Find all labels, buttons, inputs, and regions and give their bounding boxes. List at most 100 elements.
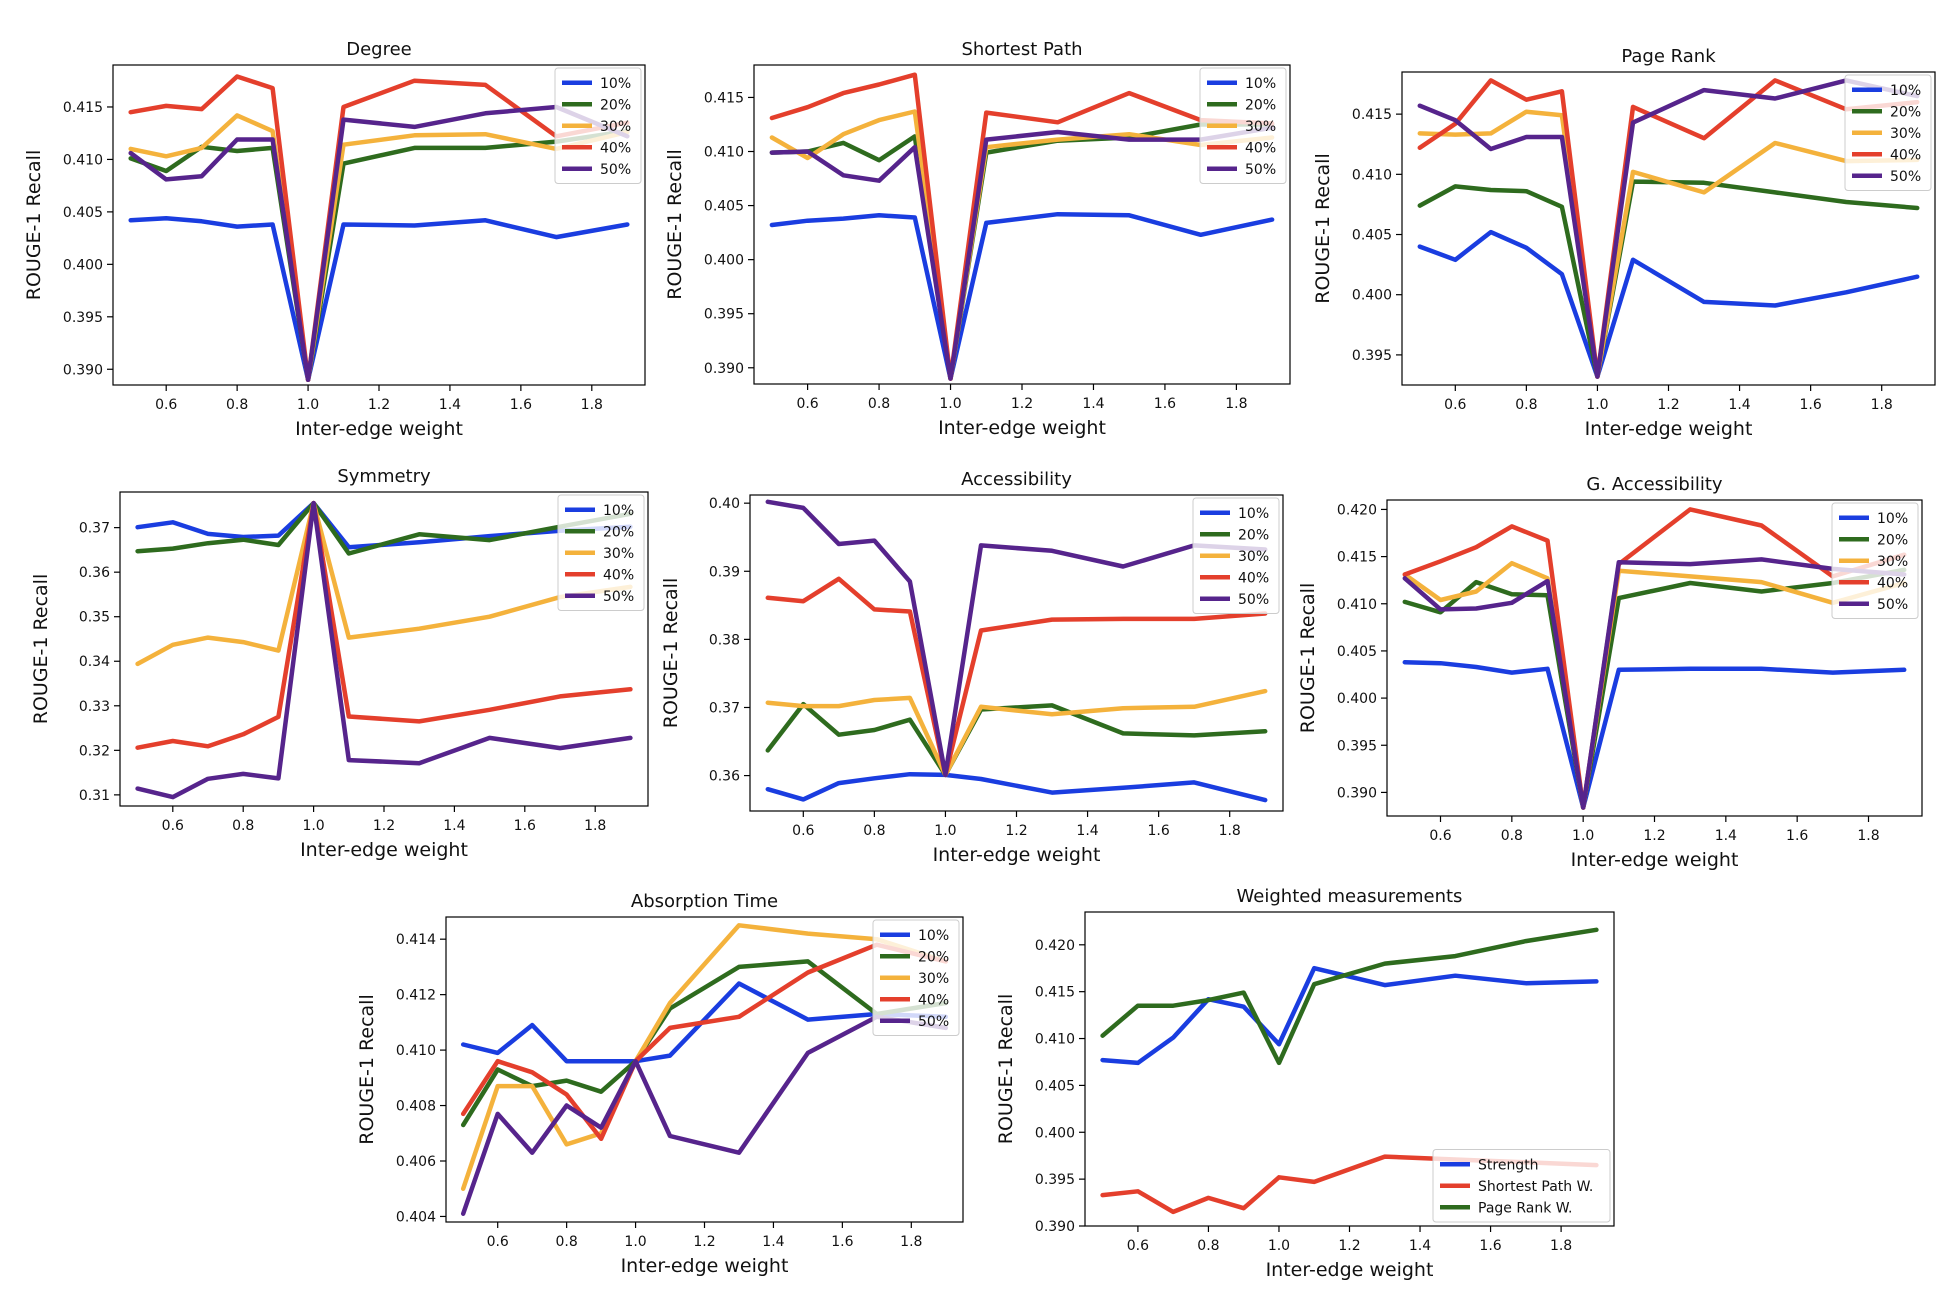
y-tick-label: 0.400 — [63, 257, 103, 273]
x-tick-label: 1.6 — [1148, 823, 1170, 839]
series-line-10- — [769, 211, 1275, 381]
y-tick-label: 0.408 — [396, 1099, 436, 1115]
chart-degree: Degree 0.6 0.8 1.0 1.2 1.4 1.6 1.8 0.390 0.395 0.4… — [23, 39, 646, 440]
y-tick-label: 0.38 — [709, 632, 740, 648]
series-line-40- — [769, 72, 1275, 381]
series-line-20- — [769, 122, 1275, 381]
y-tick-label: 0.390 — [704, 361, 744, 377]
x-axis-label: Inter-edge weight — [1585, 418, 1753, 440]
legend-label: 10% — [918, 928, 949, 944]
legend-box — [554, 67, 642, 184]
chart-accessibility: Accessibility 0.6 0.8 1.0 1.2 1.4 1.6 1.8 0.36 0.… — [660, 469, 1284, 866]
x-tick-label: 0.6 — [796, 396, 818, 412]
chart-weighted-measurements: Weighted measurements 0.6 0.8 1.0 1.2 1.4 1.6 1… — [995, 886, 1615, 1281]
x-tick-label: 1.4 — [1409, 1238, 1431, 1254]
series-line-page-rank-w- — [1100, 927, 1599, 1066]
y-tick-label: 0.390 — [1337, 785, 1377, 801]
x-tick-label: 1.6 — [1479, 1238, 1501, 1254]
y-tick-label: 0.400 — [1352, 288, 1392, 304]
x-tick-label: 1.4 — [1715, 828, 1737, 844]
legend-label: 20% — [1238, 527, 1269, 543]
y-tick-label: 0.39 — [709, 564, 740, 580]
series-line-10- — [765, 771, 1268, 803]
y-axis-label: ROUGE-1 Recall — [660, 578, 682, 728]
legend-label: 40% — [603, 567, 634, 583]
legend-label: 30% — [918, 971, 949, 987]
legend-label: 50% — [1890, 169, 1921, 185]
legend-box — [557, 494, 645, 611]
x-tick-label: 1.0 — [1572, 828, 1594, 844]
x-tick-label: 1.8 — [1871, 397, 1893, 413]
x-tick-label: 1.4 — [1082, 396, 1104, 412]
y-tick-label: 0.410 — [1337, 597, 1377, 613]
legend-box — [1192, 497, 1280, 614]
x-tick-label: 1.8 — [1225, 396, 1247, 412]
legend: 10% 20% 30% 40% 50% — [557, 494, 645, 611]
y-tick-label: 0.405 — [63, 205, 103, 221]
x-tick-label: 1.4 — [439, 397, 461, 413]
chart-title: Absorption Time — [631, 891, 778, 912]
legend-label: 20% — [918, 949, 949, 965]
series-lines — [1417, 78, 1920, 379]
series-line-40- — [1402, 507, 1907, 810]
y-axis-label: ROUGE-1 Recall — [1297, 583, 1319, 733]
y-axis-label: ROUGE-1 Recall — [1312, 153, 1334, 303]
series-lines — [128, 74, 630, 383]
x-tick-label: 1.8 — [584, 818, 606, 834]
y-tick-label: 0.410 — [396, 1043, 436, 1059]
series-line-20- — [765, 701, 1268, 778]
series-lines — [1402, 507, 1907, 810]
legend-label: 50% — [918, 1014, 949, 1030]
series-line-30- — [1417, 109, 1920, 379]
y-tick-label: 0.410 — [63, 152, 103, 168]
legend-label: 20% — [603, 524, 634, 540]
legend-label: 30% — [1238, 549, 1269, 565]
x-tick-label: 1.2 — [373, 818, 395, 834]
x-tick-label: 1.8 — [1219, 823, 1241, 839]
y-tick-label: 0.406 — [396, 1154, 436, 1170]
x-axis-label: Inter-edge weight — [300, 839, 468, 861]
x-axis-label: Inter-edge weight — [938, 417, 1106, 439]
x-tick-label: 1.0 — [934, 823, 956, 839]
series-lines — [135, 500, 633, 800]
legend-label: Shortest Path W. — [1478, 1179, 1593, 1195]
chart-title: Accessibility — [961, 469, 1072, 490]
chart-title: Degree — [346, 39, 412, 60]
y-tick-label: 0.34 — [79, 654, 110, 670]
x-tick-label: 1.2 — [1011, 396, 1033, 412]
y-tick-label: 0.405 — [704, 199, 744, 215]
x-tick-label: 0.8 — [1197, 1238, 1219, 1254]
legend-label: 40% — [1890, 147, 1921, 163]
series-line-50- — [765, 499, 1268, 778]
chart-title: Shortest Path — [961, 39, 1082, 60]
chart-title: Symmetry — [337, 466, 431, 487]
chart-page-rank: Page Rank 0.6 0.8 1.0 1.2 1.4 1.6 1.8 0.395 0.400… — [1312, 46, 1936, 440]
y-tick-label: 0.410 — [1352, 167, 1392, 183]
y-tick-label: 0.410 — [1035, 1032, 1075, 1048]
x-tick-label: 1.6 — [1786, 828, 1808, 844]
x-tick-label: 1.0 — [1586, 397, 1608, 413]
series-line-40- — [765, 576, 1268, 778]
legend-label: 40% — [1877, 575, 1908, 591]
legend-label: 30% — [600, 119, 631, 135]
series-line-50- — [769, 125, 1275, 381]
y-tick-label: 0.400 — [1337, 691, 1377, 707]
y-tick-label: 0.405 — [1337, 644, 1377, 660]
legend-label: Page Rank W. — [1478, 1200, 1572, 1216]
legend-label: 50% — [1877, 597, 1908, 613]
y-tick-label: 0.31 — [79, 788, 110, 804]
series-line-50- — [1417, 78, 1920, 379]
y-axis-label: ROUGE-1 Recall — [356, 994, 378, 1144]
legend-label: 30% — [603, 546, 634, 562]
y-tick-label: 0.36 — [79, 565, 110, 581]
y-axis-label: ROUGE-1 Recall — [995, 994, 1017, 1144]
legend-label: 20% — [1245, 97, 1276, 113]
y-tick-label: 0.420 — [1035, 938, 1075, 954]
x-tick-label: 1.0 — [302, 818, 324, 834]
y-tick-label: 0.35 — [79, 610, 110, 626]
y-tick-label: 0.390 — [63, 362, 103, 378]
legend: 10% 20% 30% 40% 50% — [1192, 497, 1280, 614]
x-tick-label: 1.4 — [443, 818, 465, 834]
legend-label: 30% — [1890, 126, 1921, 142]
legend: 10% 20% 30% 40% 50% — [1831, 502, 1919, 619]
